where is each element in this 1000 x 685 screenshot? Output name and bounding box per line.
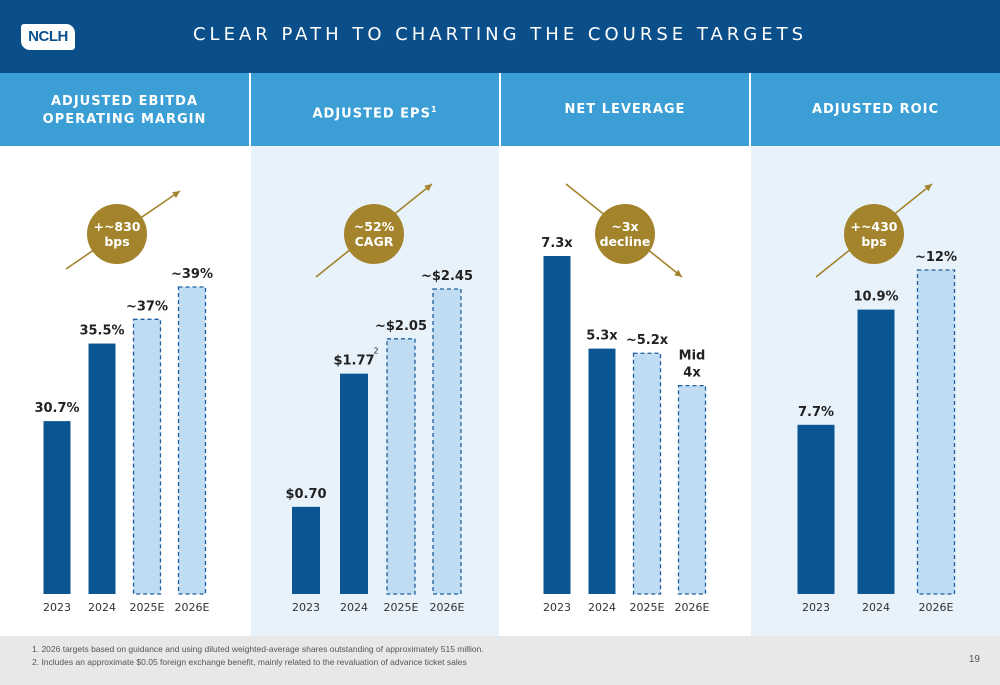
badge-text: +~430 [850, 219, 897, 234]
bar [292, 506, 320, 594]
bar [177, 286, 207, 595]
nclh-logo: NCLH [21, 24, 75, 50]
x-tick-label: 2025E [130, 601, 165, 614]
bar [543, 256, 571, 594]
page-number: 19 [968, 654, 980, 665]
x-tick-label: 2023 [43, 601, 71, 614]
chart-eps: ~52%CAGR $0.70 2023 $1.772 2024 ~$2.05 2025E ~$… [285, 183, 473, 614]
panel-header-roic: ADJUSTED ROIC [751, 73, 1000, 146]
value-label: ~$2.45 [421, 269, 473, 284]
bar [43, 421, 71, 594]
x-tick-label: 2024 [588, 601, 616, 614]
trend-arrowhead-icon [172, 191, 180, 198]
value-label: 4x [683, 366, 701, 381]
bar [432, 288, 462, 595]
badge-text: bps [104, 234, 129, 249]
bar [340, 373, 368, 594]
x-tick-label: 2025E [384, 601, 419, 614]
panel-title: ADJUSTED EPS1 [251, 101, 499, 123]
page-title: CLEAR PATH TO CHARTING THE COURSE TARGET… [192, 24, 808, 45]
badge-text: ~52% [354, 219, 395, 234]
change-badge [87, 204, 147, 264]
badge-text: decline [600, 234, 651, 249]
value-label: 35.5% [79, 324, 124, 339]
footnote-marker: 1 [430, 105, 438, 114]
trend-arrowhead-icon [424, 184, 432, 192]
x-tick-label: 2026E [919, 601, 954, 614]
x-tick-label: 2026E [175, 601, 210, 614]
x-tick-label: 2023 [292, 601, 320, 614]
header-bar: NCLH CLEAR PATH TO CHARTING THE COURSE T… [0, 0, 1000, 73]
bar [588, 348, 616, 594]
bar [677, 384, 707, 595]
bar [797, 424, 835, 594]
value-label: 7.3x [541, 236, 573, 251]
bar [88, 343, 116, 594]
bar [132, 318, 162, 595]
change-badge [595, 204, 655, 264]
bar [386, 338, 416, 595]
footnote-marker: 2 [373, 347, 378, 356]
trend-arrowhead-icon [674, 269, 682, 277]
bar [857, 309, 895, 594]
panel-title-text: ADJUSTED EPS [312, 106, 431, 122]
x-tick-label: 2024 [88, 601, 116, 614]
badge-text: +~830 [93, 219, 140, 234]
value-label: 30.7% [34, 401, 79, 416]
x-tick-label: 2023 [543, 601, 571, 614]
panel-header-ebitda-margin: ADJUSTED EBITDA OPERATING MARGIN [0, 73, 249, 146]
badge-text: ~3x [611, 219, 638, 234]
panel-title: NET LEVERAGE [564, 102, 686, 117]
value-label: 7.7% [798, 405, 834, 420]
bar [632, 352, 662, 595]
panel-title-line: ADJUSTED EBITDA [50, 94, 199, 109]
footer: 1. 2026 targets based on guidance and us… [0, 636, 1000, 685]
panel-title: ADJUSTED ROIC [811, 102, 940, 117]
footnote-1: 1. 2026 targets based on guidance and us… [32, 644, 484, 654]
value-label: $1.77 [333, 354, 374, 369]
x-tick-label: 2024 [862, 601, 890, 614]
x-tick-label: 2024 [340, 601, 368, 614]
x-tick-label: 2026E [675, 601, 710, 614]
value-label: 10.9% [853, 290, 898, 305]
value-label: $0.70 [285, 487, 326, 502]
badge-text: CAGR [355, 234, 394, 249]
panel-header-net-leverage: NET LEVERAGE [501, 73, 749, 146]
x-tick-label: 2025E [630, 601, 665, 614]
value-label: ~5.2x [626, 333, 669, 348]
value-label: ~39% [171, 267, 213, 282]
value-label: ~12% [915, 250, 957, 265]
trend-arrowhead-icon [924, 184, 932, 192]
panel-header-eps: ADJUSTED EPS1 [251, 73, 499, 146]
value-label: 5.3x [586, 329, 618, 344]
logo-text: NCLH [28, 28, 68, 45]
change-badge [844, 204, 904, 264]
badge-text: bps [861, 234, 886, 249]
value-label: Mid [679, 349, 706, 364]
value-label: ~37% [126, 299, 168, 314]
footnote-2: 2. Includes an approximate $0.05 foreign… [32, 657, 467, 667]
change-badge [344, 204, 404, 264]
x-tick-label: 2023 [802, 601, 830, 614]
bar [916, 269, 956, 595]
panel-title-line: OPERATING MARGIN [42, 112, 207, 127]
value-label: ~$2.05 [375, 319, 427, 334]
x-tick-label: 2026E [430, 601, 465, 614]
